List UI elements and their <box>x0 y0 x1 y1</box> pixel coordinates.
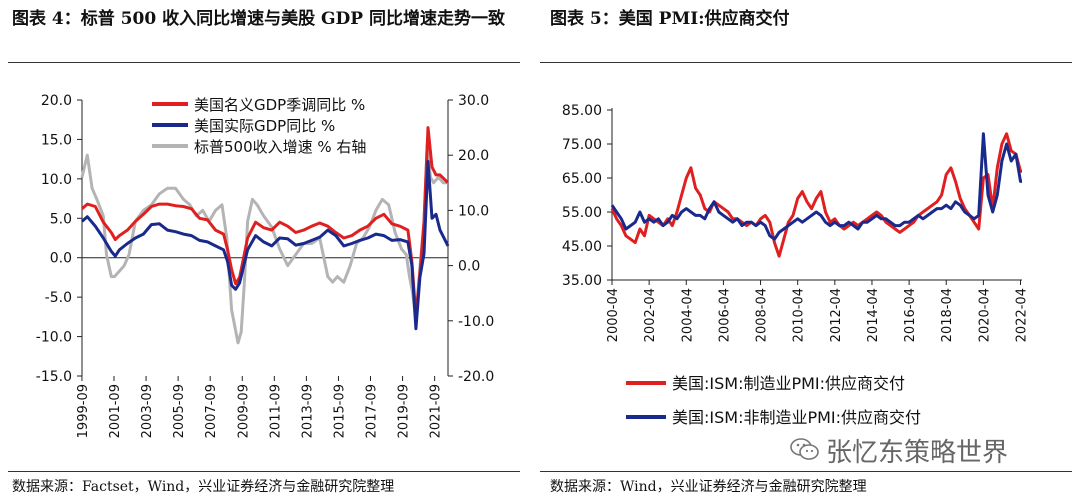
x-tick-label: 2020-04 <box>977 288 992 342</box>
left-tick-label: 85.00 <box>562 103 602 119</box>
left-tick-label: 0.0 <box>50 251 72 267</box>
x-tick-label: 2011-09 <box>268 384 283 438</box>
chart5-title: 图表 5：美国 PMI:供应商交付 <box>550 9 790 29</box>
legend-label: 美国:ISM:非制造业PMI:供应商交付 <box>672 408 921 427</box>
x-tick-label: 2006-04 <box>717 288 732 342</box>
legend-label: 美国名义GDP季调同比 % <box>194 96 365 114</box>
x-tick-label: 2017-09 <box>365 384 380 438</box>
right-tick-label: 0.0 <box>458 259 480 275</box>
x-tick-label: 2010-04 <box>792 288 807 342</box>
legend-label: 标普500收入增速 % 右轴 <box>194 138 366 156</box>
watermark-text: 张忆东策略世界 <box>826 438 1009 468</box>
legend-label: 美国:ISM:制造业PMI:供应商交付 <box>672 374 905 393</box>
x-tick-label: 2014-04 <box>866 288 881 342</box>
left-tick-label: 65.00 <box>562 171 602 187</box>
x-tick-label: 2008-04 <box>755 288 770 342</box>
series-line-0 <box>81 126 450 319</box>
x-tick-label: 2003-09 <box>140 384 155 438</box>
x-tick-label: 2018-04 <box>940 288 955 342</box>
left-tick-label: -5.0 <box>45 290 72 306</box>
x-tick-label: 1999-09 <box>76 384 91 438</box>
series-line-2 <box>80 142 448 345</box>
x-tick-label: 2005-09 <box>172 384 187 438</box>
left-tick-label: 35.00 <box>562 273 602 289</box>
x-tick-label: 2009-09 <box>236 384 251 438</box>
watermark: 张忆东策略世界 <box>790 432 1060 468</box>
series-line-1 <box>81 160 450 331</box>
chart5-plot: 85.00 75.00 65.00 55.00 45.00 35.00 2000-04 200… <box>562 103 1030 427</box>
left-tick-label: -15.0 <box>36 369 72 385</box>
chart5-source-rule <box>540 471 1072 472</box>
chart5-source: 数据来源：Wind，兴业证券经济与金融研究院整理 <box>550 479 867 495</box>
left-tick-label: 5.0 <box>50 211 72 227</box>
x-tick-label: 2021-09 <box>429 384 444 438</box>
left-tick-label: 55.00 <box>562 205 602 221</box>
x-tick-label: 2016-04 <box>903 288 918 342</box>
right-tick-label: -10.0 <box>458 314 494 330</box>
left-tick-label: 45.00 <box>562 239 602 255</box>
right-tick-label: 30.0 <box>458 93 489 109</box>
x-tick-label: 2007-09 <box>204 384 219 438</box>
wechat-icon <box>790 438 819 460</box>
x-tick-label: 2012-04 <box>829 288 844 342</box>
legend-label: 美国实际GDP同比 % <box>194 117 335 135</box>
right-tick-label: -20.0 <box>458 369 494 385</box>
left-tick-label: 15.0 <box>41 132 72 148</box>
x-tick-label: 2000-04 <box>606 288 621 342</box>
chart5-title-rule <box>540 62 1072 63</box>
x-tick-label: 2013-09 <box>300 384 315 438</box>
right-tick-label: 20.0 <box>458 148 489 164</box>
x-tick-label: 2015-09 <box>332 384 347 438</box>
x-tick-label: 2001-09 <box>108 384 123 438</box>
x-tick-label: 2019-09 <box>397 384 412 438</box>
series-line-0 <box>610 132 1022 258</box>
x-tick-label: 2022-04 <box>1015 288 1030 342</box>
left-tick-label: 10.0 <box>41 172 72 188</box>
left-tick-label: -10.0 <box>36 330 72 346</box>
chart4-source-rule <box>8 471 520 472</box>
chart4-title: 图表 4：标普 500 收入同比增速与美股 GDP 同比增速走势一致 <box>12 9 505 29</box>
x-tick-label: 2002-04 <box>643 288 658 342</box>
chart4-plot: 20.0 15.0 10.0 5.0 0.0 -5.0 -10.0 -15.0 30.0 20.0… <box>36 93 494 438</box>
right-tick-label: 10.0 <box>458 203 489 219</box>
series-line-1 <box>610 132 1022 241</box>
chart4-source: 数据来源：Factset，Wind，兴业证券经济与金融研究院整理 <box>12 479 395 495</box>
chart4-title-rule <box>8 62 520 63</box>
left-tick-label: 20.0 <box>41 93 72 109</box>
left-tick-label: 75.00 <box>562 137 602 153</box>
x-tick-label: 2004-04 <box>680 288 695 342</box>
